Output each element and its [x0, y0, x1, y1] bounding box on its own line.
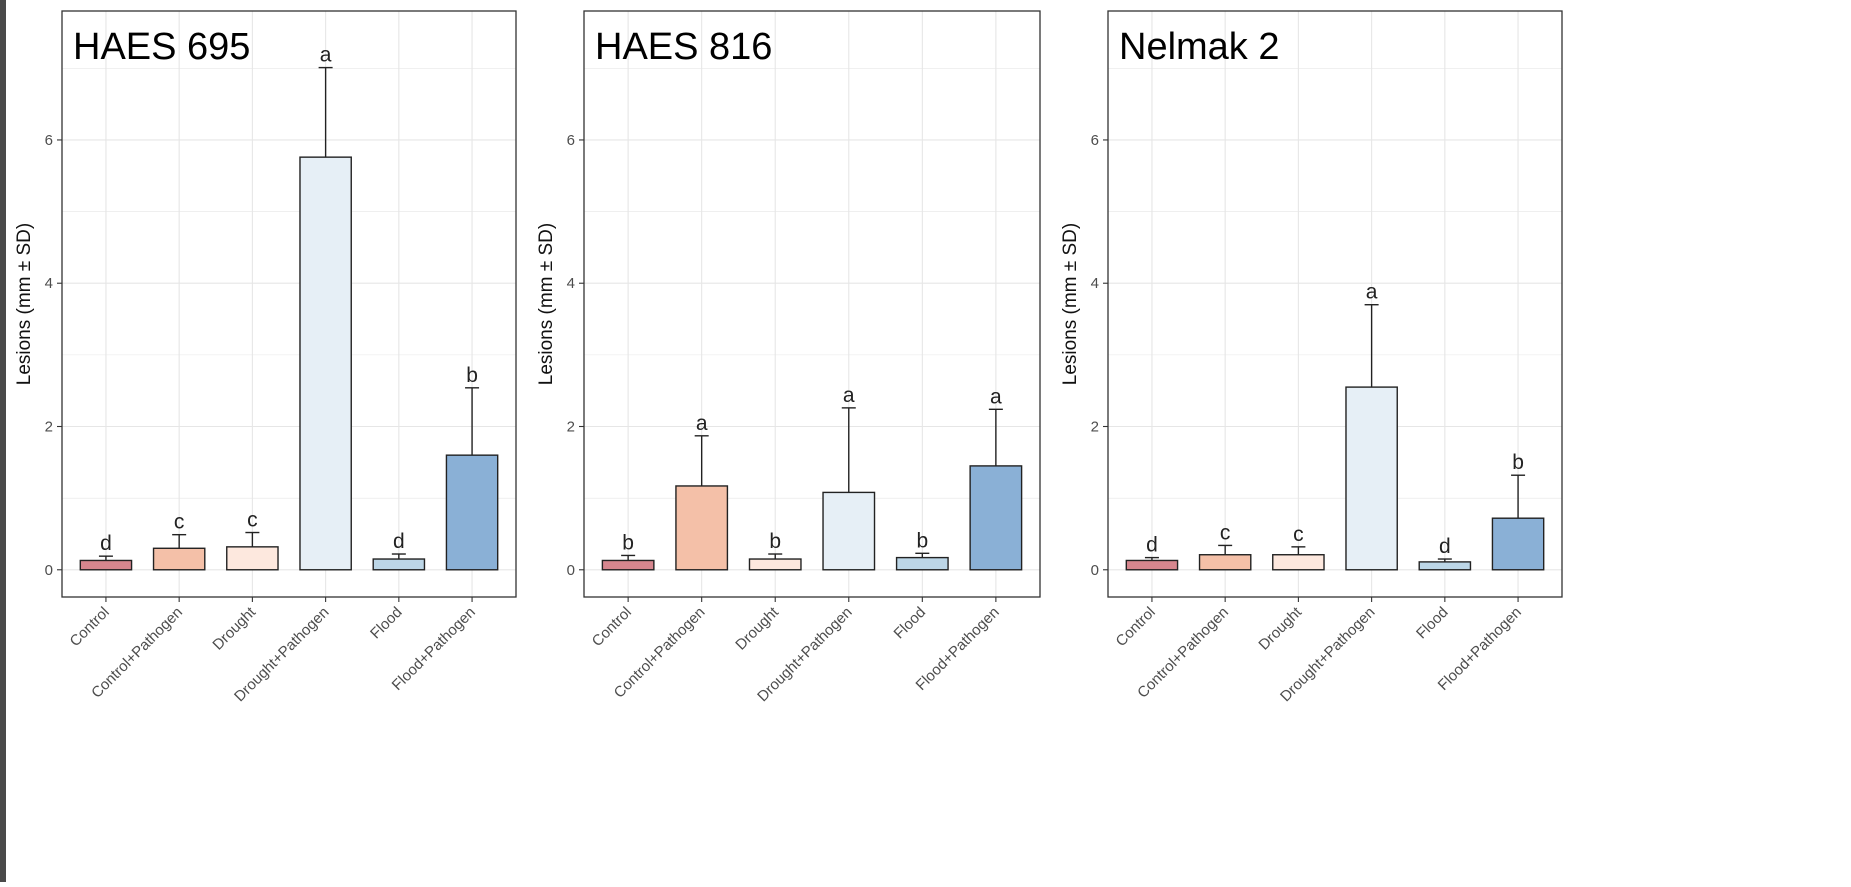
significance-letter: b [769, 530, 781, 553]
panel-title: Nelmak 2 [1119, 26, 1280, 68]
bar-flood-plus-pathogen [445, 454, 499, 571]
y-tick-label: 6 [567, 132, 575, 149]
panel-title: HAES 816 [595, 26, 772, 68]
y-tick-label: 4 [45, 275, 53, 292]
y-tick-label: 2 [45, 419, 53, 436]
bar-control [1125, 559, 1179, 571]
significance-letter: b [466, 364, 478, 387]
significance-letter: c [1220, 521, 1231, 544]
panel-title: HAES 695 [73, 26, 250, 68]
bar-drought-plus-pathogen [1345, 386, 1398, 571]
bar-drought-plus-pathogen [822, 491, 876, 571]
significance-letter: a [320, 44, 332, 67]
significance-letter: c [174, 511, 185, 534]
left-edge-strip [0, 0, 6, 882]
y-tick-label: 0 [45, 562, 53, 579]
bar-control-plus-pathogen [1198, 554, 1252, 571]
x-tick-label: Flood [367, 604, 406, 643]
significance-letter: b [622, 531, 634, 554]
y-tick-label: 2 [567, 419, 575, 436]
significance-letter: a [843, 384, 855, 407]
y-tick-label: 4 [1091, 275, 1099, 292]
bar-drought [748, 558, 802, 571]
significance-letter: a [990, 385, 1002, 408]
x-tick-label: Drought [209, 603, 259, 653]
y-axis-label: Lesions (mm ± SD) [1060, 223, 1081, 385]
bar-control [79, 559, 133, 571]
significance-letter: d [1439, 535, 1451, 558]
y-tick-label: 2 [1091, 419, 1099, 436]
bar-drought [226, 546, 279, 571]
x-tick-label: Flood [891, 604, 930, 643]
panel-border [583, 10, 1041, 598]
significance-letter: d [393, 530, 405, 553]
x-tick-label: Control [589, 604, 635, 650]
bar-drought [1272, 554, 1325, 571]
significance-letter: a [696, 412, 708, 435]
x-tick-label: Drought [732, 603, 782, 653]
bar-flood-plus-pathogen [969, 465, 1023, 571]
bar-control [601, 559, 655, 571]
significance-letter: b [916, 529, 928, 552]
y-tick-label: 0 [1091, 562, 1099, 579]
significance-letter: c [247, 509, 258, 532]
y-tick-label: 0 [567, 562, 575, 579]
bar-flood-plus-pathogen [1491, 517, 1545, 571]
bar-flood [372, 558, 426, 571]
bar-drought-plus-pathogen [299, 156, 352, 571]
significance-letter: d [100, 532, 112, 555]
significance-letter: a [1366, 281, 1378, 304]
bar-control-plus-pathogen [152, 547, 206, 571]
bar-flood [1418, 561, 1472, 571]
y-tick-label: 4 [567, 275, 575, 292]
significance-letter: b [1512, 451, 1524, 474]
bar-flood [895, 556, 949, 571]
y-axis-label: Lesions (mm ± SD) [14, 223, 35, 385]
x-tick-label: Control [1113, 604, 1159, 650]
panel-border [1107, 10, 1563, 598]
bar-control-plus-pathogen [675, 485, 729, 571]
panel-border [61, 10, 517, 598]
x-tick-label: Flood [1413, 604, 1452, 643]
significance-letter: d [1146, 534, 1158, 557]
y-axis-label: Lesions (mm ± SD) [536, 223, 557, 385]
x-tick-label: Drought [1255, 603, 1305, 653]
y-tick-label: 6 [45, 132, 53, 149]
x-tick-label: Control [67, 604, 113, 650]
significance-letter: c [1293, 523, 1304, 546]
y-tick-label: 6 [1091, 132, 1099, 149]
